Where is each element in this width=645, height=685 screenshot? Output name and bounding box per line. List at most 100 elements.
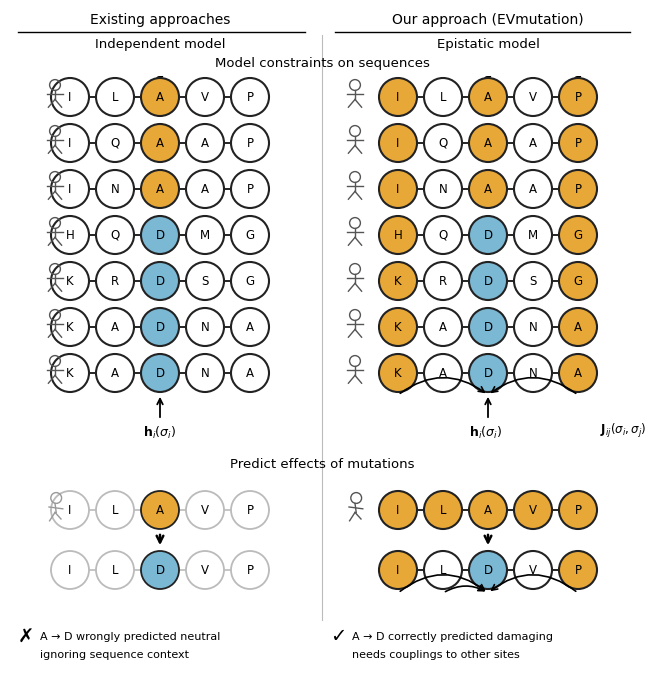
Text: L: L	[440, 90, 446, 103]
Text: V: V	[201, 564, 209, 577]
Circle shape	[379, 354, 417, 392]
Text: Q: Q	[439, 136, 448, 149]
Text: S: S	[530, 275, 537, 288]
Circle shape	[559, 491, 597, 529]
Circle shape	[186, 551, 224, 589]
Text: $\sigma_i$: $\sigma_i$	[482, 75, 494, 88]
Text: Model constraints on sequences: Model constraints on sequences	[215, 56, 430, 69]
Text: D: D	[155, 366, 164, 379]
Text: I: I	[396, 564, 400, 577]
Text: $\mathbf{h}_i(\sigma_i)$: $\mathbf{h}_i(\sigma_i)$	[143, 425, 177, 441]
Circle shape	[141, 354, 179, 392]
Circle shape	[424, 216, 462, 254]
Circle shape	[186, 78, 224, 116]
Text: P: P	[575, 136, 582, 149]
Circle shape	[231, 551, 269, 589]
Circle shape	[231, 78, 269, 116]
Text: I: I	[68, 182, 72, 195]
Circle shape	[231, 124, 269, 162]
Circle shape	[559, 170, 597, 208]
Text: A: A	[156, 503, 164, 516]
Circle shape	[559, 308, 597, 346]
Circle shape	[559, 551, 597, 589]
Text: A → D wrongly predicted neutral: A → D wrongly predicted neutral	[40, 632, 221, 642]
Circle shape	[424, 491, 462, 529]
Text: ✓: ✓	[330, 627, 346, 647]
Circle shape	[96, 354, 134, 392]
Text: N: N	[201, 321, 210, 334]
Text: A: A	[156, 182, 164, 195]
Text: Independent model: Independent model	[95, 38, 225, 51]
Text: A: A	[484, 182, 492, 195]
Text: L: L	[440, 564, 446, 577]
Text: A: A	[246, 321, 254, 334]
Text: H: H	[393, 229, 402, 242]
Text: D: D	[484, 366, 493, 379]
Text: A: A	[246, 366, 254, 379]
Text: L: L	[112, 564, 118, 577]
Text: G: G	[573, 275, 582, 288]
Text: A: A	[484, 90, 492, 103]
Text: A: A	[529, 182, 537, 195]
Text: N: N	[201, 366, 210, 379]
Text: P: P	[575, 90, 582, 103]
Text: N: N	[111, 182, 119, 195]
Text: A: A	[484, 136, 492, 149]
Text: L: L	[112, 90, 118, 103]
Circle shape	[96, 216, 134, 254]
Text: I: I	[68, 90, 72, 103]
Text: Predict effects of mutations: Predict effects of mutations	[230, 458, 414, 471]
Text: G: G	[573, 229, 582, 242]
Circle shape	[514, 124, 552, 162]
Circle shape	[424, 170, 462, 208]
Text: V: V	[529, 90, 537, 103]
Text: I: I	[68, 503, 72, 516]
Text: R: R	[439, 275, 447, 288]
Circle shape	[514, 551, 552, 589]
Text: P: P	[246, 503, 253, 516]
Text: V: V	[529, 503, 537, 516]
Text: P: P	[575, 564, 582, 577]
Circle shape	[51, 491, 89, 529]
Text: Epistatic model: Epistatic model	[437, 38, 539, 51]
Circle shape	[231, 216, 269, 254]
Text: A: A	[439, 321, 447, 334]
Text: A: A	[111, 366, 119, 379]
Circle shape	[231, 354, 269, 392]
Text: A: A	[574, 321, 582, 334]
Text: Existing approaches: Existing approaches	[90, 13, 230, 27]
Text: ✗: ✗	[18, 627, 34, 647]
Text: K: K	[394, 321, 402, 334]
Circle shape	[514, 262, 552, 300]
Text: K: K	[66, 321, 74, 334]
Circle shape	[141, 262, 179, 300]
Circle shape	[96, 491, 134, 529]
Circle shape	[469, 308, 507, 346]
Text: D: D	[484, 229, 493, 242]
Circle shape	[424, 354, 462, 392]
Text: I: I	[396, 136, 400, 149]
Circle shape	[141, 551, 179, 589]
Circle shape	[141, 170, 179, 208]
Circle shape	[559, 354, 597, 392]
Circle shape	[186, 308, 224, 346]
Text: D: D	[155, 275, 164, 288]
Circle shape	[51, 262, 89, 300]
Circle shape	[514, 491, 552, 529]
Circle shape	[424, 78, 462, 116]
Circle shape	[141, 308, 179, 346]
Circle shape	[379, 491, 417, 529]
Text: K: K	[66, 275, 74, 288]
Text: V: V	[201, 90, 209, 103]
Text: needs couplings to other sites: needs couplings to other sites	[352, 650, 520, 660]
Text: K: K	[66, 366, 74, 379]
Text: M: M	[528, 229, 538, 242]
Circle shape	[514, 78, 552, 116]
Circle shape	[514, 216, 552, 254]
Text: L: L	[440, 503, 446, 516]
Circle shape	[141, 491, 179, 529]
Circle shape	[51, 216, 89, 254]
Text: H: H	[66, 229, 74, 242]
Text: N: N	[529, 366, 537, 379]
Circle shape	[231, 491, 269, 529]
